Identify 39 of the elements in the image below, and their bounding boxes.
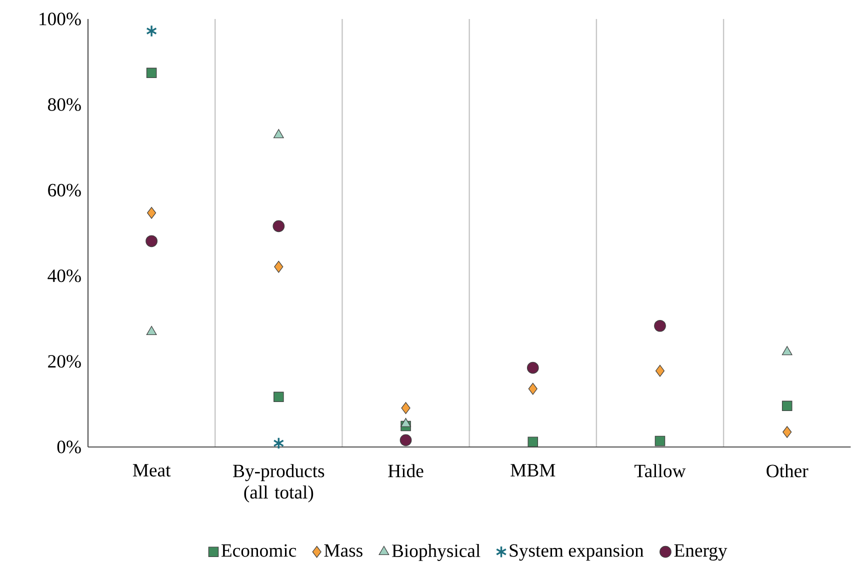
- legend-label: Mass: [324, 544, 362, 557]
- legend-label: Economic: [221, 544, 296, 557]
- y-tick-label: 80%: [48, 98, 81, 111]
- point: [782, 426, 792, 438]
- point: [274, 392, 284, 402]
- x-tick-label: Meat: [132, 464, 171, 477]
- point: [146, 326, 157, 336]
- point: [654, 436, 666, 446]
- y-tick-label: 100%: [40, 12, 81, 26]
- legend-label: System expansion: [510, 544, 644, 561]
- point: [400, 434, 412, 446]
- x-tick-label: By-products (all total): [233, 464, 324, 502]
- x-tick-label: Tallow: [634, 464, 686, 478]
- y-tick-label: 20%: [48, 355, 81, 368]
- point: [146, 235, 158, 248]
- point: [147, 206, 156, 219]
- x-tick-label: Other: [766, 464, 808, 478]
- point: [654, 320, 666, 332]
- legend-label: Biophysical: [392, 544, 480, 561]
- point: [528, 382, 538, 395]
- point: [400, 418, 411, 428]
- point: [401, 402, 410, 414]
- y-tick-label: 60%: [48, 184, 81, 197]
- y-tick-label: 0%: [57, 440, 81, 454]
- y-tick-label: 40%: [48, 269, 81, 282]
- point: [782, 400, 792, 412]
- point: [273, 436, 284, 450]
- x-tick-label: Hide: [388, 464, 424, 478]
- point: [146, 24, 158, 38]
- point: [273, 129, 284, 138]
- point: [146, 68, 157, 78]
- point: [274, 260, 284, 273]
- point: [655, 364, 665, 377]
- legend-label: Energy: [674, 544, 728, 561]
- point: [528, 436, 538, 447]
- x-tick-label: MBM: [510, 464, 556, 476]
- point: [526, 362, 539, 374]
- point: [272, 220, 285, 232]
- point: [782, 346, 792, 356]
